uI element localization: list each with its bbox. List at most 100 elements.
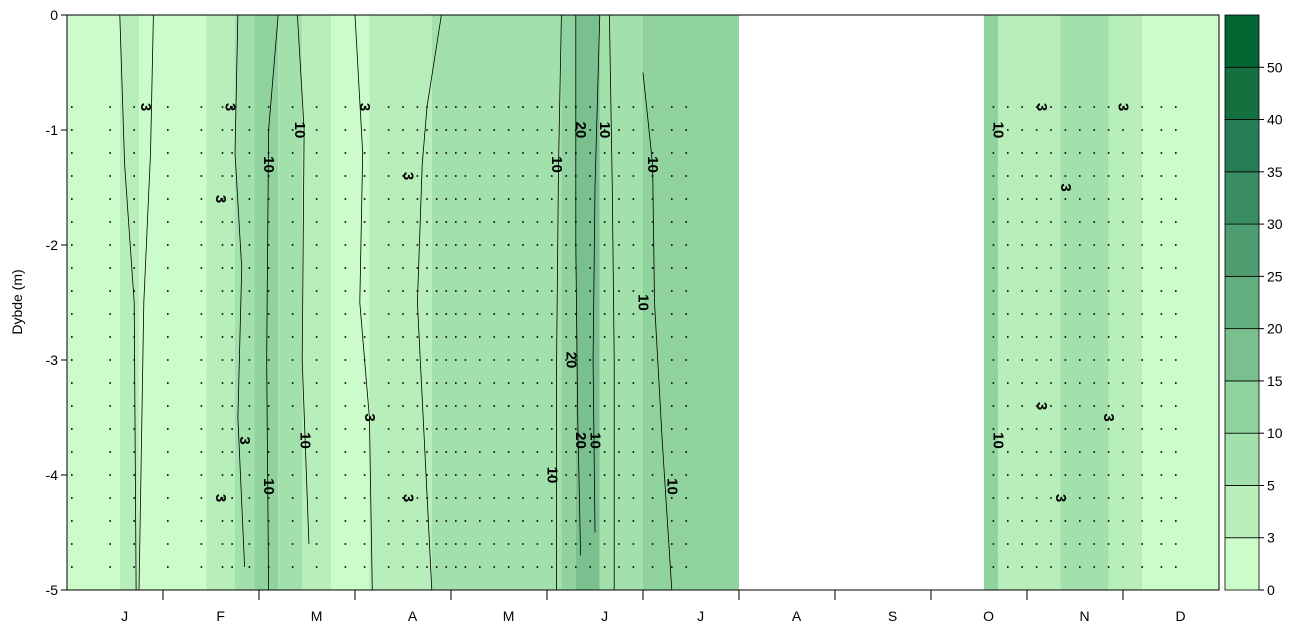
sample-point [200, 198, 203, 200]
sample-point [71, 152, 73, 154]
sample-point [416, 244, 419, 246]
sample-point [1035, 175, 1038, 177]
sample-point [589, 382, 591, 384]
sample-point [1107, 221, 1110, 223]
sample-point [445, 428, 447, 430]
contour-label: 10 [260, 156, 277, 173]
sample-point [1093, 382, 1095, 384]
sample-point [671, 336, 673, 338]
sample-point [1079, 129, 1081, 131]
sample-point [493, 129, 495, 131]
contour-label: 10 [260, 478, 277, 495]
sample-point [1175, 359, 1177, 361]
sample-point [71, 520, 73, 522]
sample-point [575, 566, 577, 568]
sample-point [71, 313, 73, 315]
x-tick-label: M [311, 608, 323, 624]
sample-point [387, 106, 390, 108]
sample-point [992, 198, 995, 200]
sample-point [565, 405, 567, 407]
sample-point [1107, 382, 1110, 384]
sample-point [109, 313, 111, 315]
sample-point [671, 497, 673, 499]
sample-point [536, 221, 539, 223]
contour-band [643, 15, 739, 590]
sample-point [387, 290, 390, 292]
sample-point [479, 428, 481, 430]
sample-point [1007, 520, 1009, 522]
sample-point [221, 313, 224, 315]
y-tick-label: -5 [46, 582, 59, 598]
sample-point [231, 221, 233, 223]
sample-point [685, 497, 687, 499]
sample-point [1175, 520, 1177, 522]
sample-points [71, 106, 1177, 568]
sample-point [71, 244, 73, 246]
sample-point [536, 267, 539, 269]
sample-point [522, 543, 524, 545]
sample-point [167, 152, 169, 154]
sample-point [1175, 106, 1177, 108]
sample-point [589, 336, 591, 338]
sample-point [1107, 543, 1110, 545]
sample-point [1050, 428, 1052, 430]
sample-point [435, 244, 438, 246]
sample-point [632, 543, 635, 545]
sample-point [1122, 198, 1124, 200]
sample-point [1021, 221, 1023, 223]
contour-line [138, 15, 154, 590]
sample-point [522, 336, 524, 338]
sample-point [231, 359, 233, 361]
sample-point [387, 474, 390, 476]
sample-point [344, 474, 347, 476]
sample-point [1035, 290, 1038, 292]
sample-point [344, 497, 347, 499]
sample-point [267, 152, 270, 154]
sample-point [1093, 543, 1095, 545]
sample-point [992, 520, 995, 522]
colorbar-swatch [1224, 485, 1260, 539]
sample-point [685, 313, 687, 315]
sample-point [1007, 313, 1009, 315]
sample-point [618, 382, 620, 384]
sample-point [493, 221, 495, 223]
sample-point [551, 152, 553, 154]
sample-point [1021, 474, 1023, 476]
sample-point [1141, 543, 1143, 545]
sample-point [291, 313, 294, 315]
contour-band [139, 15, 207, 590]
sample-point [589, 451, 591, 453]
sample-point [685, 428, 687, 430]
x-tick-label: A [792, 608, 802, 624]
sample-point [671, 313, 673, 315]
sample-point [575, 221, 577, 223]
sample-point [363, 474, 366, 476]
sample-point [1093, 198, 1095, 200]
sample-point [455, 497, 457, 499]
sample-point [575, 175, 577, 177]
sample-point [344, 405, 347, 407]
sample-point [267, 451, 270, 453]
sample-point [1141, 290, 1143, 292]
sample-point [551, 313, 553, 315]
sample-point [1079, 198, 1081, 200]
sample-point [536, 244, 539, 246]
contour-band [998, 15, 1061, 590]
sample-point [71, 428, 73, 430]
sample-point [1175, 497, 1177, 499]
sample-point [522, 129, 524, 131]
sample-point [1175, 267, 1177, 269]
sample-point [416, 129, 419, 131]
sample-point [507, 244, 510, 246]
sample-point [479, 152, 481, 154]
sample-point [133, 129, 135, 131]
sample-point [315, 428, 318, 430]
sample-point [493, 566, 495, 568]
sample-point [344, 566, 347, 568]
sample-point [445, 474, 447, 476]
sample-point [267, 198, 270, 200]
sample-point [565, 497, 567, 499]
y-tick-label: 0 [50, 7, 58, 23]
sample-point [435, 290, 438, 292]
sample-point [671, 566, 673, 568]
